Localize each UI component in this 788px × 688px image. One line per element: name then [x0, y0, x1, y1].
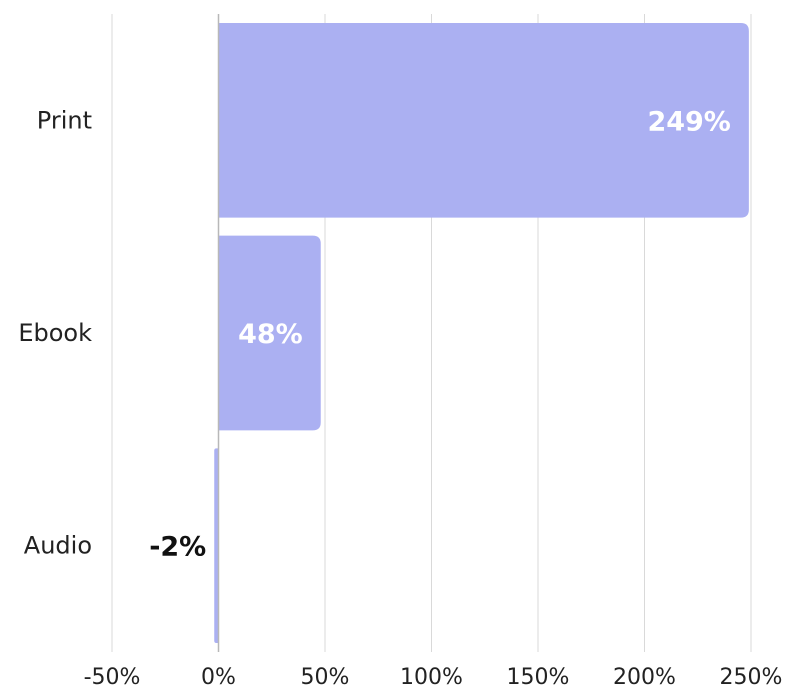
category-label-print: Print	[37, 106, 92, 134]
x-axis-tick-labels: -50% 0% 50% 100% 150% 200% 250%	[84, 665, 783, 688]
x-tick-label-4: 150%	[507, 665, 570, 688]
category-labels: Print Ebook Audio	[18, 106, 92, 559]
category-label-audio: Audio	[24, 532, 92, 560]
x-tick-label-0: -50%	[84, 665, 141, 688]
x-tick-label-2: 50%	[301, 665, 350, 688]
data-label-ebook: 48%	[238, 319, 303, 350]
data-labels: 249% 48% -2%	[149, 106, 731, 562]
data-label-audio: -2%	[149, 532, 206, 563]
bars	[214, 23, 749, 643]
bar-audio	[214, 448, 219, 643]
x-tick-label-5: 200%	[613, 665, 676, 688]
x-tick-label-1: 0%	[201, 665, 236, 688]
category-label-ebook: Ebook	[18, 319, 92, 347]
x-tick-label-6: 250%	[720, 665, 783, 688]
x-tick-label-3: 100%	[400, 665, 463, 688]
bar-print	[218, 23, 749, 218]
bar-ebook	[218, 235, 321, 431]
data-label-print: 249%	[647, 106, 730, 137]
